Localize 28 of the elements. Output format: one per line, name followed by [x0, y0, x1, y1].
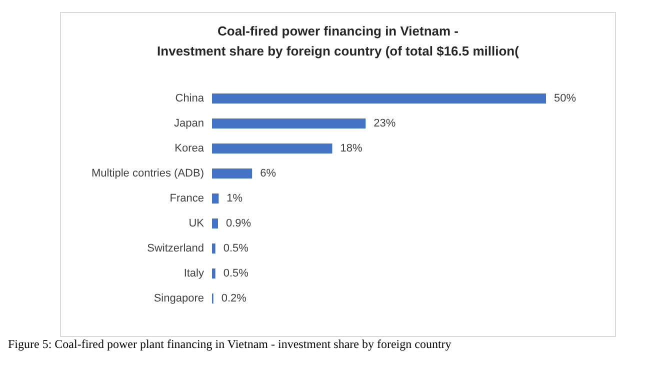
bar — [212, 194, 219, 204]
bar — [212, 268, 216, 278]
bar — [212, 168, 252, 178]
data-label: 0.9% — [226, 218, 252, 230]
y-tick-label: Italy — [184, 268, 204, 280]
bar — [212, 244, 216, 254]
chart-title: Coal-fired power financing in Vietnam - Investment share by foreign country (of total $16.5 million( — [157, 24, 520, 58]
data-label: 23% — [374, 118, 396, 130]
data-label: 50% — [554, 92, 576, 104]
y-tick-label: Korea — [174, 142, 205, 154]
caption: Figure 5: Coal-fired power plant financing in Vietnam - investment share by foreign country — [8, 337, 452, 352]
bar — [212, 144, 332, 154]
bar — [212, 218, 218, 228]
data-label: 0.5% — [223, 268, 249, 280]
bar — [212, 94, 546, 104]
y-tick-label: Multiple contries (ADB) — [92, 168, 204, 180]
y-tick-label: Singapore — [154, 292, 204, 304]
data-label: 0.5% — [223, 242, 249, 254]
data-label: 0.2% — [221, 292, 247, 304]
bar — [212, 118, 366, 128]
data-label: 6% — [260, 168, 276, 180]
y-tick-label: Japan — [174, 118, 204, 130]
y-tick-label: France — [170, 192, 204, 204]
data-label: 1% — [226, 192, 243, 204]
y-tick-label: UK — [188, 218, 205, 230]
y-tick-label: Switzerland — [147, 242, 204, 254]
y-tick-label: China — [175, 92, 205, 104]
data-label: 18% — [340, 142, 362, 154]
